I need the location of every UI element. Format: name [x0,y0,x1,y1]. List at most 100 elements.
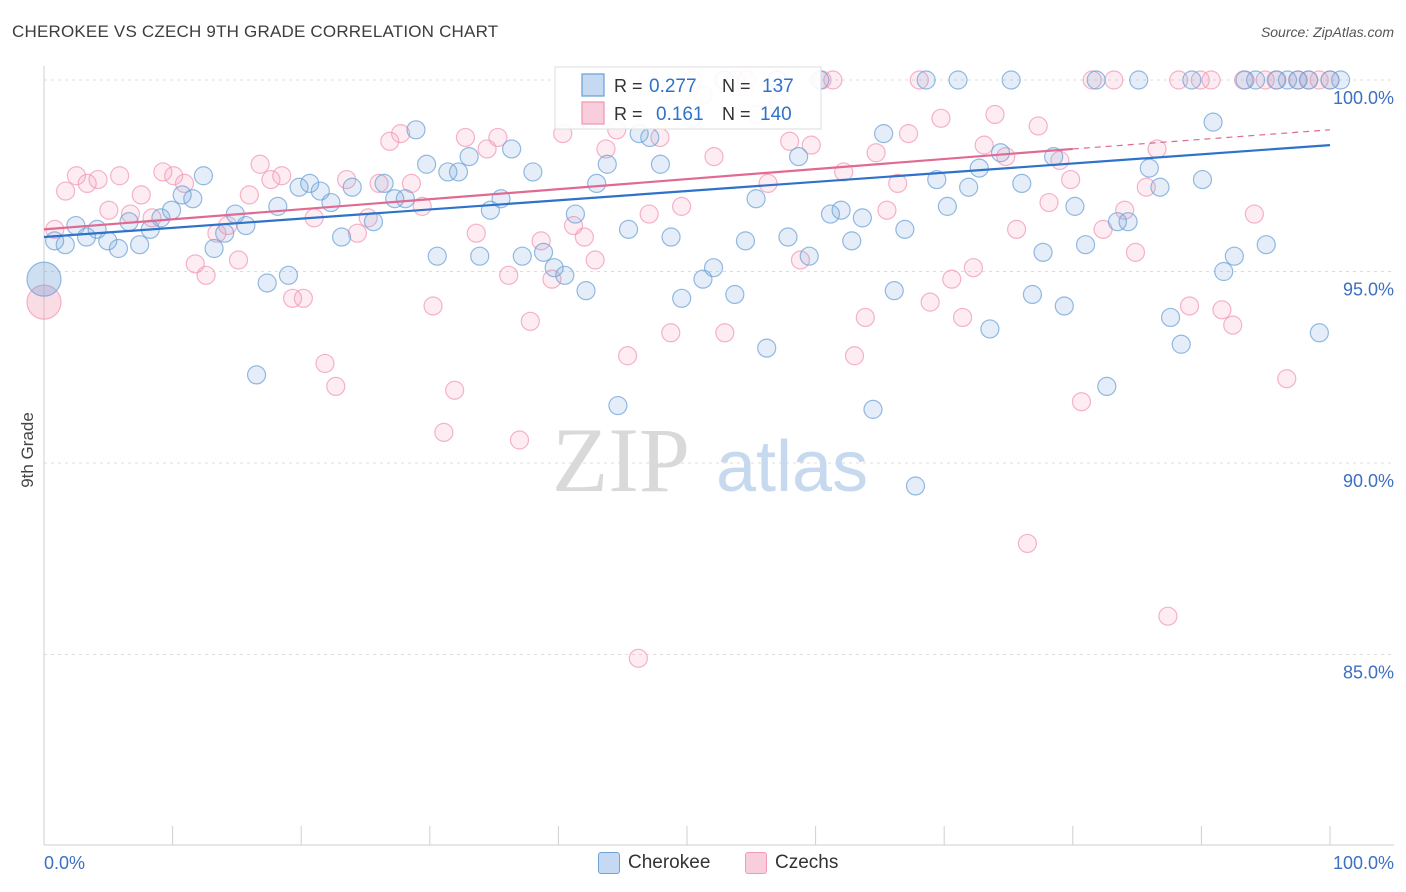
cherokee-point [395,189,415,209]
cherokee-point [1001,70,1021,90]
czechs-point [499,265,519,285]
legend-label-cherokee: Cherokee [628,852,711,873]
czechs-point [877,200,897,220]
trend-lines [43,129,1331,239]
cherokee-point [735,231,756,251]
y-axis-label: 9th Grade [18,412,37,488]
cherokee-point [151,208,171,228]
cherokee-point [161,200,182,220]
czechs-point [1115,200,1135,220]
czechs-point [1223,315,1243,335]
cherokee-point [26,261,62,297]
legend-label-czechs: Czechs [775,852,839,873]
czechs-point [780,131,800,151]
czechs-point [952,307,973,328]
cherokee-point [565,204,586,224]
cherokee-point [374,173,394,194]
legend-swatch-czechs-bottom [745,852,767,874]
cherokee-point [884,281,904,301]
czechs-point [996,147,1016,167]
cherokee-point [618,219,639,239]
czechs-point [66,166,87,186]
czechs-point [974,135,994,155]
czechs-point [596,139,616,159]
bottom-legend: Cherokee Czechs [0,852,1406,878]
legend-r-label-cherokee: R = [614,76,643,96]
legend-r-value-cherokee: 0.277 [649,76,697,97]
cherokee-point [788,147,809,167]
czechs-point [823,70,843,90]
czechs-point [164,166,184,186]
czechs-point [131,185,151,205]
cherokee-point [544,258,564,278]
cherokee-point [1086,70,1106,90]
cherokee-point [1320,70,1340,90]
czechs-point [1169,70,1189,90]
cherokee-point [1129,70,1149,90]
czechs-point [888,173,908,194]
czechs-point [56,181,76,201]
cherokee-point [268,196,288,216]
cherokee-point [1065,196,1085,216]
cherokee-point [725,284,745,305]
czechs-point [99,200,119,220]
cherokee-trend-line [43,144,1331,239]
cherokee-point [1160,307,1181,328]
cherokee-point [1214,261,1234,282]
cherokee-point [778,227,798,247]
cherokee-point [459,147,479,167]
y-tick-label-3: 85.0% [1343,663,1394,683]
y-tick-label-1: 95.0% [1343,280,1394,300]
watermark-atlas: atlas [716,427,868,507]
czechs-point [520,311,540,331]
czechs-point [1277,369,1297,389]
cherokee-point [661,227,681,247]
czechs-point [488,127,508,148]
cherokee-point [650,154,671,174]
czechs-point [326,376,346,396]
czechs-point [445,380,465,400]
czechs-point [542,269,562,289]
cherokee-point [1022,284,1043,305]
cherokee-point [533,242,554,262]
cherokee-point [193,166,214,186]
cherokee-point [1203,112,1223,132]
czechs-point [261,169,281,190]
cherokee-point [1331,70,1351,90]
legend-r-value-czechs: 0.161 [656,104,704,125]
cherokee-point [289,177,309,197]
cherokee-point [1246,70,1266,90]
czechs-point [855,307,875,328]
czechs-point [369,173,389,194]
czechs-point [1061,169,1081,190]
source-label: Source: ZipAtlas.com [1260,24,1394,40]
cherokee-point [76,227,97,247]
czechs-point [272,166,292,186]
y-tick-labels: 100.0% 95.0% 90.0% 85.0% [1333,88,1394,683]
cherokee-point [1097,376,1117,396]
cherokee-point [236,215,256,236]
czechs-point [1179,296,1200,316]
cherokee-point [448,162,469,182]
czechs-point [1136,177,1156,197]
cherokee-point [1171,334,1191,354]
cherokee-point [1235,70,1255,90]
cherokee-point [1192,169,1213,190]
czechs-point [455,127,476,148]
czechs-point [844,346,865,366]
x-tick-label-left: 0.0% [44,853,85,873]
cherokee-point [406,120,426,140]
czechs-point [942,269,962,289]
cherokee-point [502,139,522,159]
cherokee-point [512,246,532,266]
cherokee-point [1139,158,1159,178]
cherokee-point [1309,323,1329,343]
czechs-point [866,143,886,163]
cherokee-point [321,192,341,213]
cherokee-point [948,70,968,90]
cherokee-point [1075,235,1096,255]
cherokee-point [1299,70,1319,90]
czechs-point [1212,300,1232,320]
czechs-trend-line [43,147,1073,231]
cherokee-point [852,208,872,228]
